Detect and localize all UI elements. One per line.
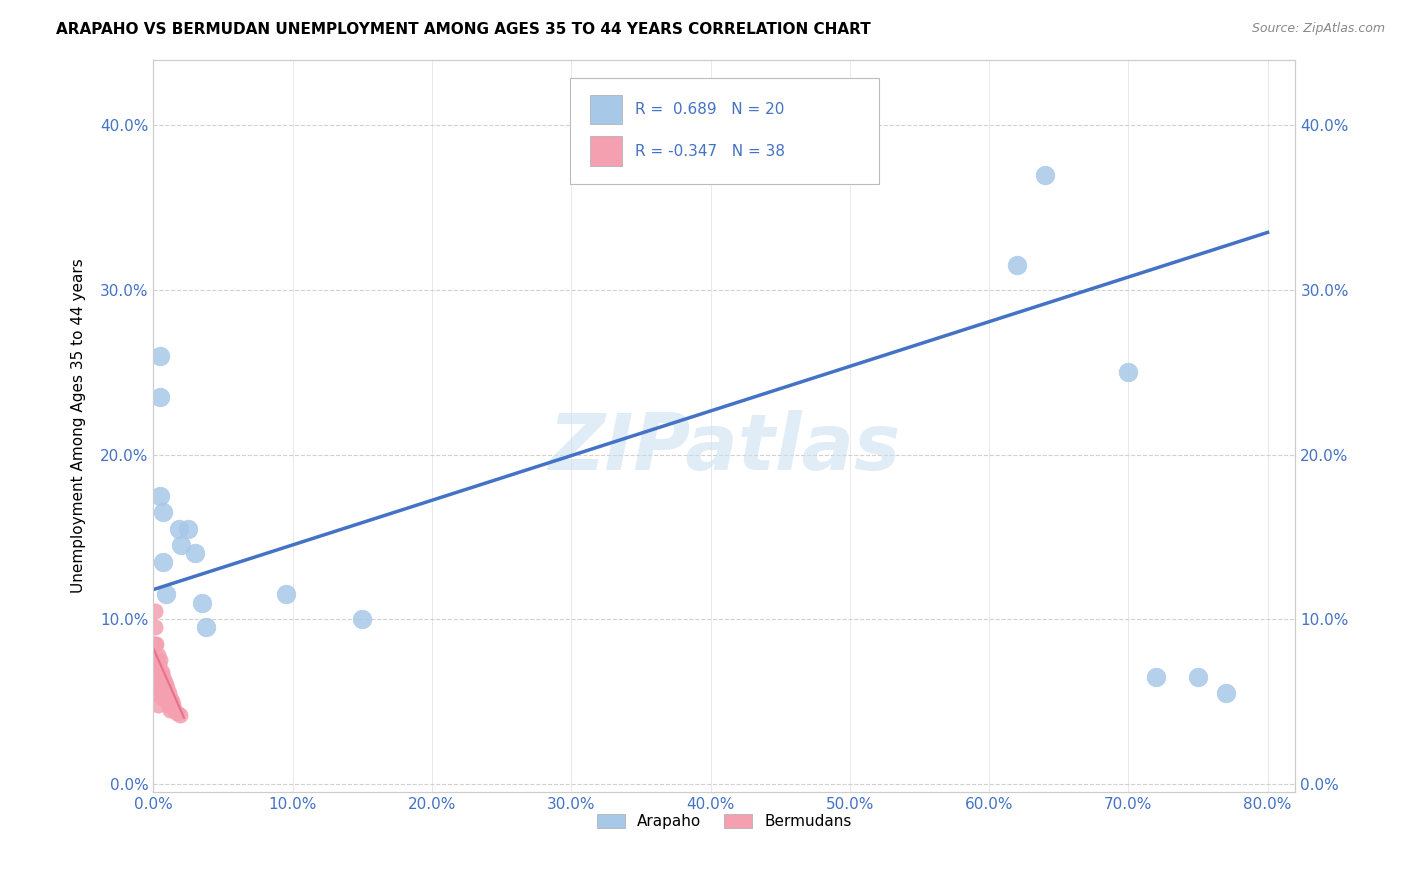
Legend: Arapaho, Bermudans: Arapaho, Bermudans <box>592 808 858 836</box>
Text: Source: ZipAtlas.com: Source: ZipAtlas.com <box>1251 22 1385 36</box>
Point <box>184 546 207 560</box>
Text: ZIPatlas: ZIPatlas <box>548 409 901 486</box>
Point <box>167 522 190 536</box>
Point <box>274 587 297 601</box>
Point <box>150 691 173 706</box>
Point <box>149 665 172 679</box>
Point <box>169 707 191 722</box>
Point <box>156 681 179 696</box>
Point <box>1005 258 1028 272</box>
Point <box>1144 670 1167 684</box>
Point <box>153 688 176 702</box>
Point <box>177 522 200 536</box>
Point <box>152 505 174 519</box>
Point <box>159 691 181 706</box>
Point <box>195 620 218 634</box>
Point <box>162 698 184 712</box>
Point <box>157 699 180 714</box>
Point <box>149 390 172 404</box>
Point <box>155 587 177 601</box>
Point <box>149 681 172 696</box>
Point <box>145 686 167 700</box>
Point <box>163 703 186 717</box>
Point <box>166 706 188 720</box>
FancyBboxPatch shape <box>589 95 621 124</box>
Point <box>150 665 173 679</box>
Point <box>146 648 169 663</box>
Point <box>149 653 172 667</box>
Point <box>1118 365 1140 379</box>
Point <box>150 678 173 692</box>
Text: R =  0.689   N = 20: R = 0.689 N = 20 <box>636 102 785 117</box>
Point <box>149 349 172 363</box>
Point <box>146 665 169 679</box>
Point <box>191 596 214 610</box>
Point <box>148 674 170 689</box>
Point <box>146 698 169 712</box>
Point <box>152 555 174 569</box>
Point <box>143 604 166 618</box>
Point <box>170 538 193 552</box>
Point <box>143 620 166 634</box>
Point <box>145 670 167 684</box>
Point <box>148 658 170 673</box>
Point <box>155 691 177 706</box>
Point <box>1215 686 1237 700</box>
Point <box>1187 670 1209 684</box>
Point <box>153 674 176 689</box>
Point <box>152 681 174 696</box>
Point <box>143 670 166 684</box>
Point <box>157 686 180 700</box>
Point <box>156 694 179 708</box>
Y-axis label: Unemployment Among Ages 35 to 44 years: Unemployment Among Ages 35 to 44 years <box>72 259 86 593</box>
Point <box>145 653 167 667</box>
FancyBboxPatch shape <box>589 136 621 166</box>
Point <box>352 612 374 626</box>
Point <box>1033 168 1056 182</box>
Point <box>145 637 167 651</box>
Point <box>152 670 174 684</box>
Point <box>149 489 172 503</box>
Point <box>146 681 169 696</box>
Point <box>143 653 166 667</box>
Point <box>143 637 166 651</box>
Text: R = -0.347   N = 38: R = -0.347 N = 38 <box>636 144 786 159</box>
Point <box>159 703 181 717</box>
Text: ARAPAHO VS BERMUDAN UNEMPLOYMENT AMONG AGES 35 TO 44 YEARS CORRELATION CHART: ARAPAHO VS BERMUDAN UNEMPLOYMENT AMONG A… <box>56 22 870 37</box>
Point <box>155 678 177 692</box>
Point <box>160 694 183 708</box>
FancyBboxPatch shape <box>571 78 879 184</box>
